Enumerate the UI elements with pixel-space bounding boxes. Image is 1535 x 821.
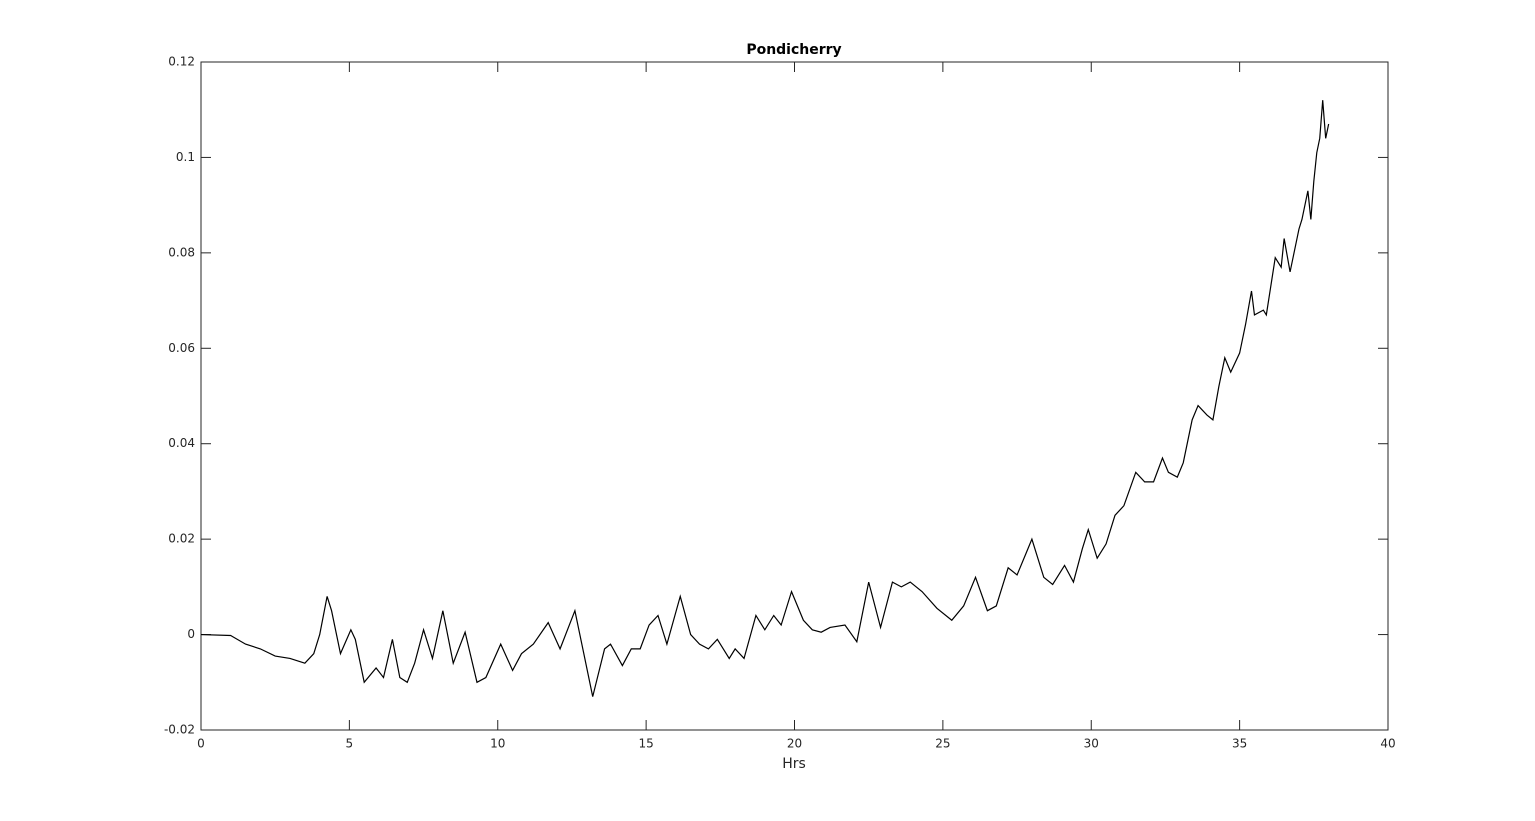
y-tick-label: 0 [187,627,195,641]
y-tick-label: 0.04 [168,436,195,450]
y-tick-label: 0.12 [168,55,195,69]
x-tick-label: 25 [935,737,950,751]
x-tick-label: 40 [1380,737,1395,751]
y-tick-label: 0.06 [168,341,195,355]
y-tick-label: -0.02 [164,723,195,737]
y-tick-label: 0.02 [168,532,195,546]
plot-box [200,61,1389,731]
x-tick-label: 35 [1232,737,1247,751]
chart-title: Pondicherry [746,42,841,58]
x-tick-label: 15 [638,737,653,751]
x-axis-label: Hrs [782,756,806,772]
x-tick-label: 10 [490,737,505,751]
x-tick-label: 20 [787,737,802,751]
x-tick-label: 0 [197,737,205,751]
y-tick-label: 0.1 [176,150,195,164]
x-tick-label: 5 [346,737,354,751]
data-line [200,100,1330,697]
x-tick-label: 30 [1084,737,1099,751]
y-tick-label: 0.08 [168,245,195,259]
